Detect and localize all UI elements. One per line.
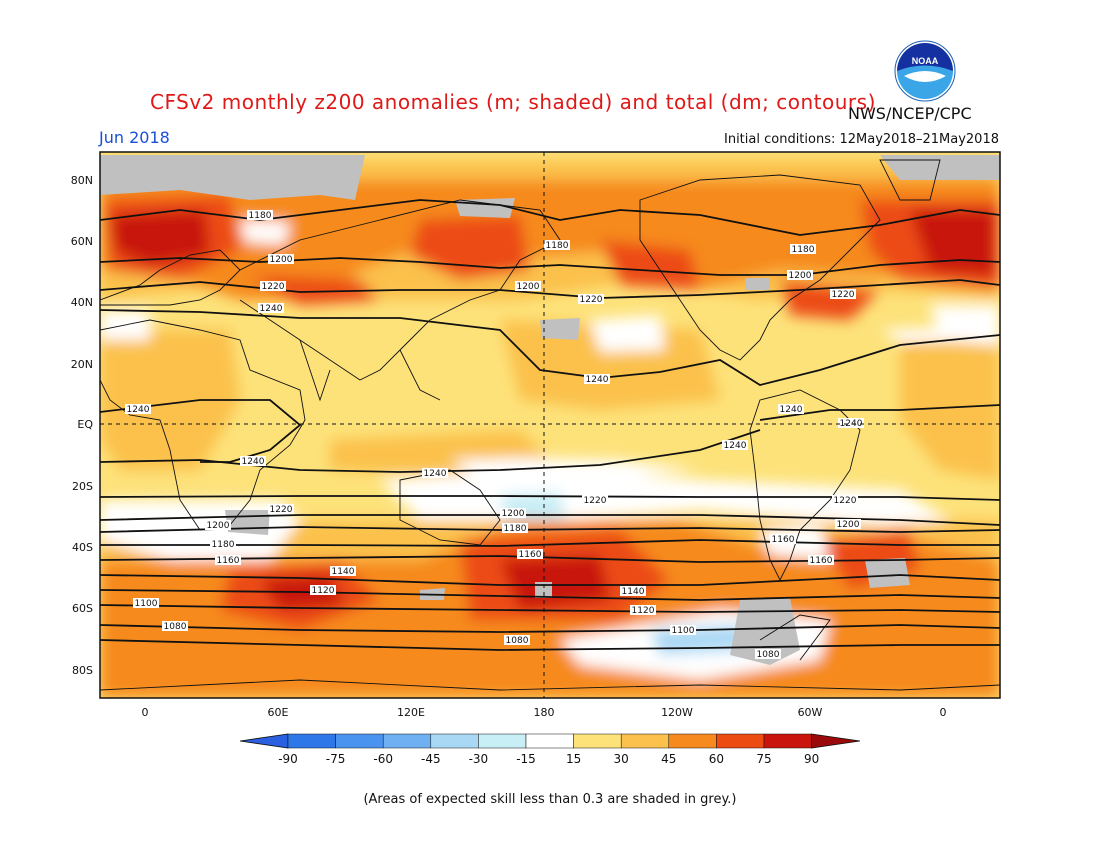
- contour-label-1080-sb: 1080: [506, 636, 529, 646]
- lat-label: 40S: [72, 541, 93, 554]
- contour-label-1180-s: 1180: [212, 540, 235, 550]
- colorbar-label: -90: [278, 752, 298, 766]
- low-skill-areas: [100, 155, 1000, 665]
- colorbar-arrow-low: [239, 733, 289, 749]
- lon-label: 120E: [397, 706, 425, 719]
- valid-month: Jun 2018: [99, 128, 170, 147]
- lat-axis: 80N 60N 40N 20N EQ 20S 40S 60S 80S: [71, 174, 94, 677]
- lat-label: 20S: [72, 480, 93, 493]
- contour-label-1180b: 1180: [546, 241, 569, 251]
- noaa-logo-icon: NOAA: [894, 40, 956, 102]
- contour-label-1220-sc: 1220: [834, 496, 857, 506]
- colorbar-box: [525, 733, 574, 749]
- contour-label-1160-sb: 1160: [519, 550, 542, 560]
- contour-label-1220-s: 1220: [584, 496, 607, 506]
- lat-label: 60S: [72, 602, 93, 615]
- contour-label-1200: 1200: [270, 255, 293, 265]
- lat-label: 40N: [71, 296, 93, 309]
- contour-label-1220c: 1220: [832, 290, 855, 300]
- contour-label-1160-sd: 1160: [810, 556, 833, 566]
- colorbar-label: -15: [516, 752, 536, 766]
- contour-label-1200-sc: 1200: [837, 520, 860, 530]
- contour-label-1240-eq: 1240: [127, 405, 150, 415]
- contour-label-1100-sb: 1100: [672, 626, 695, 636]
- colorbar-label: 45: [661, 752, 676, 766]
- contour-labels: 1180 1180 1180 1200 1200 1200 1220 1220 …: [125, 210, 864, 660]
- lon-label: 60W: [798, 706, 823, 719]
- contour-label-1240e: 1240: [724, 441, 747, 451]
- lon-label: 0: [940, 706, 947, 719]
- contour-label-1080-sc: 1080: [757, 650, 780, 660]
- contour-label-1140-s: 1140: [332, 567, 355, 577]
- colorbar-label: -75: [326, 752, 346, 766]
- lat-label: 20N: [71, 358, 93, 371]
- lat-label: EQ: [77, 418, 93, 431]
- colorbar-label: 30: [614, 752, 629, 766]
- lon-label: 0: [142, 706, 149, 719]
- contour-label-1200b: 1200: [517, 282, 540, 292]
- contour-label-1180: 1180: [249, 211, 272, 221]
- contour-label-1240b: 1240: [586, 375, 609, 385]
- chart-title: CFSv2 monthly z200 anomalies (m; shaded)…: [150, 90, 876, 114]
- colorbar-box: [335, 733, 384, 749]
- colorbar-label: -45: [421, 752, 441, 766]
- colorbar-box: [382, 733, 432, 749]
- colorbar-arrow-high: [811, 733, 861, 749]
- contour-label-1240-s: 1240: [242, 457, 265, 467]
- colorbar-label: 90: [804, 752, 819, 766]
- lat-label: 60N: [71, 235, 93, 248]
- contour-label-1100-s: 1100: [135, 599, 158, 609]
- agency-label: NWS/NCEP/CPC: [848, 104, 972, 123]
- colorbar-box: [430, 733, 479, 749]
- contour-label-1180c: 1180: [792, 245, 815, 255]
- colorbar-label: 15: [566, 752, 581, 766]
- anomaly-shading: [100, 152, 1000, 698]
- initial-conditions: Initial conditions: 12May2018–21May2018: [724, 132, 999, 147]
- contour-label-1160-s: 1160: [217, 556, 240, 566]
- colorbar-box: [573, 733, 622, 749]
- contour-label-1240c: 1240: [780, 405, 803, 415]
- reference-lines: [100, 152, 1000, 698]
- contour-label-1240d: 1240: [840, 419, 863, 429]
- contour-label-1120-s: 1120: [312, 586, 335, 596]
- contour-label-1140-sb: 1140: [622, 587, 645, 597]
- noaa-logo-text: NOAA: [912, 56, 939, 66]
- contour-label-1200-sb: 1200: [502, 509, 525, 519]
- lon-label: 180: [534, 706, 555, 719]
- lat-label: 80S: [72, 664, 93, 677]
- lon-label: 60E: [268, 706, 289, 719]
- contour-label-1160-sc: 1160: [772, 535, 795, 545]
- colorbar-box: [620, 733, 670, 749]
- contour-label-1200c: 1200: [789, 271, 812, 281]
- colorbar-label: 75: [756, 752, 771, 766]
- colorbar-box: [478, 733, 527, 749]
- colorbar-label: 60: [709, 752, 724, 766]
- map-frame: [99, 151, 1001, 699]
- lon-axis: 0 60E 120E 180 120W 60W 0: [142, 706, 947, 719]
- colorbar-label: -60: [373, 752, 393, 766]
- contour-label-1220: 1220: [262, 282, 285, 292]
- contour-label-1180-sb: 1180: [504, 524, 527, 534]
- colorbar-box: [287, 733, 336, 749]
- contour-label-1120-sb: 1120: [632, 606, 655, 616]
- lat-label: 80N: [71, 174, 93, 187]
- contour-label-1240: 1240: [260, 304, 283, 314]
- colorbar: -90 -75 -60 -45 -30 -15 15 30 45 60 75 9…: [239, 733, 861, 766]
- colorbar-box: [716, 733, 765, 749]
- lon-label: 120W: [661, 706, 693, 719]
- contour-label-1080-s: 1080: [164, 622, 187, 632]
- colorbar-label: -30: [469, 752, 489, 766]
- colorbar-box: [668, 733, 717, 749]
- colorbar-box: [763, 733, 812, 749]
- footnote: (Areas of expected skill less than 0.3 a…: [363, 792, 737, 807]
- contour-label-1220-sb: 1220: [270, 505, 293, 515]
- contour-label-1200-s: 1200: [207, 521, 230, 531]
- contour-label-1220b: 1220: [580, 295, 603, 305]
- contour-label-1240f: 1240: [424, 469, 447, 479]
